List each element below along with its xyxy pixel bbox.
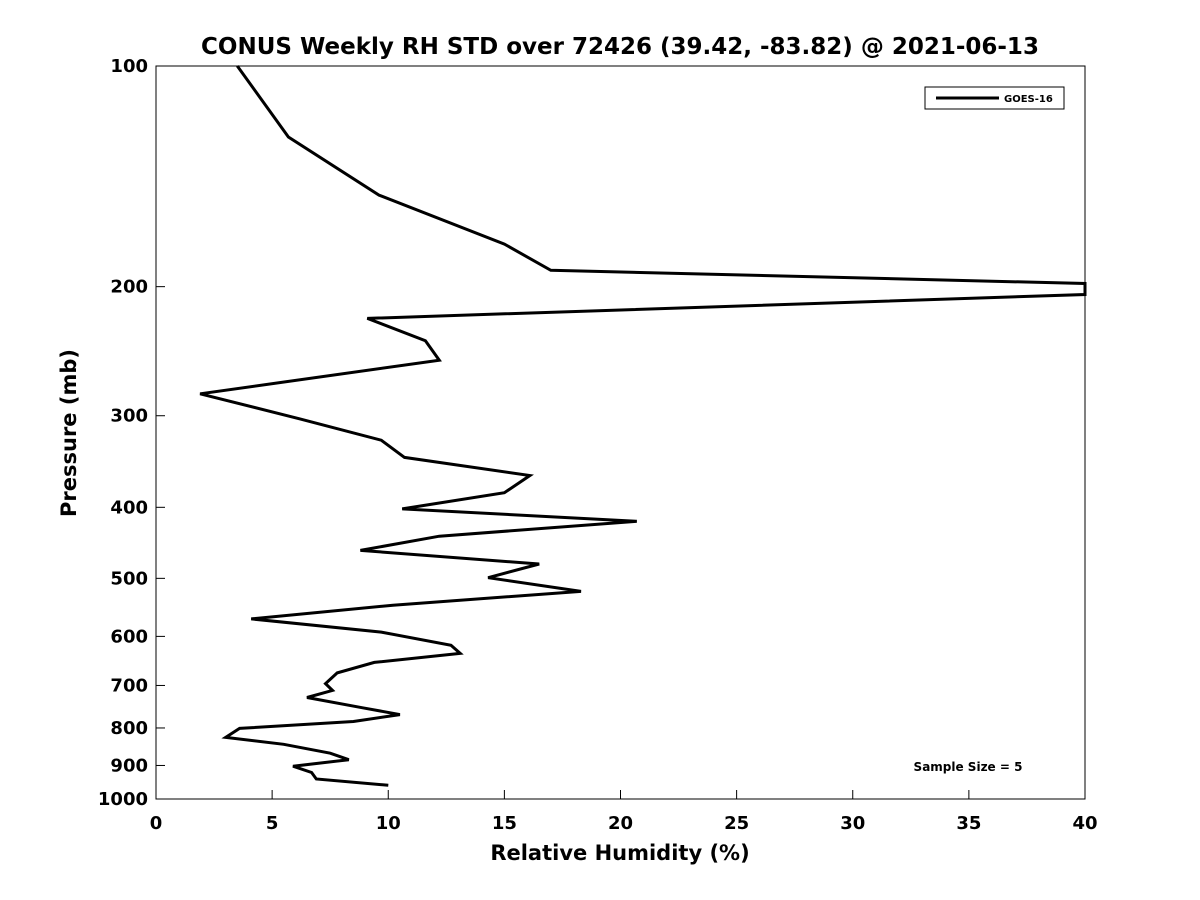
legend-entry-goes-16: GOES-16 (1004, 94, 1053, 105)
y-tick-label: 200 (110, 277, 148, 298)
x-axis: 0 5 10 15 20 25 30 35 40 (150, 790, 1098, 834)
y-tick-label: 600 (110, 626, 148, 647)
x-tick-label: 15 (492, 813, 517, 834)
y-tick-label: 800 (110, 718, 148, 739)
legend: GOES-16 (924, 86, 1065, 110)
x-axis-label: Relative Humidity (%) (490, 841, 749, 865)
plot-area (155, 65, 1086, 800)
x-tick-label: 25 (724, 813, 749, 834)
x-tick-label: 20 (608, 813, 633, 834)
sample-size-annotation: Sample Size = 5 (914, 760, 1023, 774)
x-tick-label: 40 (1072, 813, 1097, 834)
x-tick-label: 10 (376, 813, 401, 834)
series-line-goes-16 (199, 65, 1087, 787)
y-tick-label: 1000 (98, 789, 148, 810)
y-axis: 100 200 300 400 500 600 700 800 900 1000 (98, 56, 165, 810)
y-tick-label: 500 (110, 568, 148, 589)
chart-title: CONUS Weekly RH STD over 72426 (39.42, -… (201, 34, 1039, 60)
x-tick-label: 5 (266, 813, 279, 834)
y-tick-label: 100 (110, 56, 148, 77)
y-axis-label: Pressure (mb) (57, 349, 81, 517)
x-tick-label: 0 (150, 813, 163, 834)
x-tick-label: 30 (840, 813, 865, 834)
y-tick-label: 900 (110, 755, 148, 776)
y-tick-label: 700 (110, 675, 148, 696)
y-tick-label: 400 (110, 497, 148, 518)
series-layer (199, 65, 1087, 787)
y-tick-label: 300 (110, 406, 148, 427)
x-tick-label: 35 (956, 813, 981, 834)
